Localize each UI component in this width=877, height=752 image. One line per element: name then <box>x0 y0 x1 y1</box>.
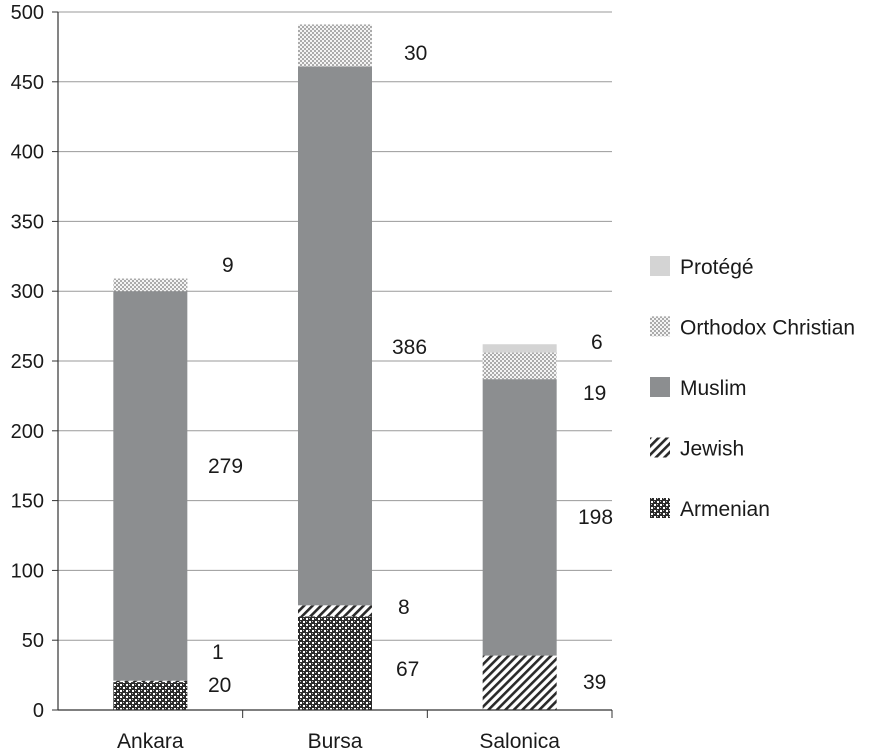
legend-item-jewish: Jewish <box>650 437 744 461</box>
bar-salonica-muslim <box>482 379 557 656</box>
legend-item-muslim: Muslim <box>650 377 747 400</box>
x-tick-label: Bursa <box>308 730 363 752</box>
bar-ankara-armenian <box>113 682 188 710</box>
legend-swatch <box>650 377 670 397</box>
data-label-salonica-jewish: 39 <box>583 671 606 694</box>
x-tick-label: Salonica <box>479 730 560 752</box>
y-tick-label: 250 <box>11 351 44 373</box>
bar-bursa-muslim <box>298 66 372 606</box>
y-tick-label: 50 <box>22 630 44 652</box>
bar-ankara-orthodox-christian <box>113 278 188 292</box>
data-labels: 20 67 1 8 39 279 386 198 9 30 19 6 <box>208 42 613 697</box>
bar-salonica-orthodox-christian <box>482 352 557 380</box>
y-tick-label: 350 <box>11 211 44 233</box>
legend-item-orthodox-christian: Orthodox Christian <box>650 316 855 340</box>
bar-salonica-jewish <box>482 655 557 710</box>
y-tick-label: 500 <box>11 2 44 24</box>
y-tick-label: 450 <box>11 72 44 94</box>
data-label-salonica-muslim: 198 <box>578 506 613 529</box>
legend-label: Armenian <box>680 498 770 521</box>
legend-swatch <box>650 316 670 337</box>
y-tick-label: 150 <box>11 491 44 513</box>
data-label-salonica-protege: 6 <box>591 331 603 354</box>
legend-label: Orthodox Christian <box>680 317 855 340</box>
bar-bursa-orthodox-christian <box>298 24 372 67</box>
legend-swatch <box>650 498 670 518</box>
data-label-bursa-armenian: 67 <box>396 658 419 681</box>
legend-label: Protégé <box>680 256 754 279</box>
bar-ankara-muslim <box>113 291 188 681</box>
legend: Protégé Orthodox Christian Muslim Jewish Arm… <box>650 256 855 521</box>
y-tick-label: 200 <box>11 421 44 443</box>
x-tick-label: Ankara <box>117 730 184 752</box>
bar-bursa-armenian <box>298 616 372 710</box>
axes: 0 50 100 150 200 250 300 350 400 450 500 Ankara Burs… <box>11 2 613 752</box>
data-label-ankara-armenian: 20 <box>208 674 231 697</box>
data-label-ankara-muslim: 279 <box>208 455 243 478</box>
data-label-ankara-jewish: 1 <box>212 641 224 664</box>
bar-salonica-protege <box>482 344 557 353</box>
legend-item-protege: Protégé <box>650 256 754 279</box>
y-tick-label: 300 <box>11 281 44 303</box>
legend-label: Jewish <box>680 438 744 461</box>
legend-swatch <box>650 256 670 276</box>
bar-bursa-jewish <box>298 605 372 617</box>
y-tick-label: 400 <box>11 142 44 164</box>
y-tick-label: 100 <box>11 560 44 582</box>
data-label-bursa-jewish: 8 <box>398 596 410 619</box>
legend-label: Muslim <box>680 377 747 400</box>
data-label-bursa-orthodox-christian: 30 <box>404 42 427 65</box>
bars <box>113 24 557 710</box>
y-tick-label: 0 <box>33 700 44 722</box>
data-label-salonica-orthodox-christian: 19 <box>583 382 606 405</box>
legend-swatch <box>650 437 670 458</box>
data-label-ankara-orthodox-christian: 9 <box>222 254 234 277</box>
legend-item-armenian: Armenian <box>650 498 770 521</box>
data-label-bursa-muslim: 386 <box>392 336 427 359</box>
bar-ankara-jewish <box>113 680 188 683</box>
